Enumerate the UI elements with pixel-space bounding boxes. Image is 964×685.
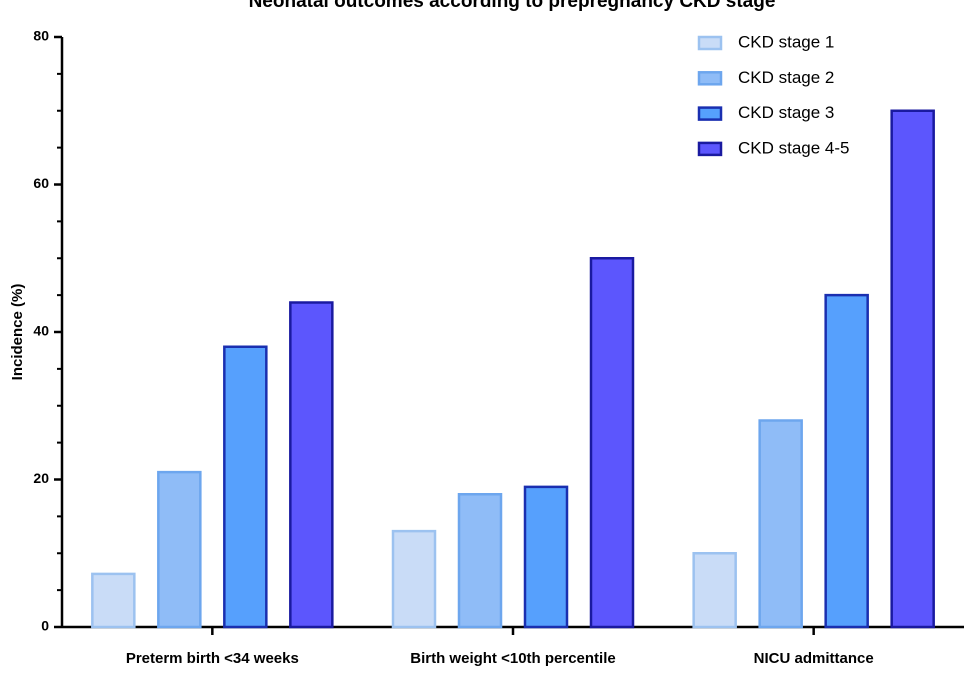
- legend-swatch: [697, 106, 723, 121]
- y-tick-label: 0: [41, 618, 49, 634]
- x-tick-label: Birth weight <10th percentile: [410, 650, 615, 667]
- bar: [589, 257, 635, 629]
- bar: [457, 493, 503, 629]
- legend-label: CKD stage 1: [738, 32, 834, 51]
- y-tick-label: 20: [33, 470, 49, 486]
- legend-swatch: [697, 141, 723, 157]
- bar: [890, 109, 935, 629]
- y-axis-label: Incidence (%): [9, 284, 26, 381]
- bar: [523, 485, 569, 629]
- legend-swatch: [697, 71, 723, 86]
- legend-label: CKD stage 4-5: [738, 138, 850, 157]
- legend-label: CKD stage 3: [738, 103, 834, 122]
- x-tick-label: NICU admittance: [754, 650, 874, 667]
- bar: [692, 552, 737, 629]
- legend-label: CKD stage 2: [738, 68, 834, 87]
- x-tick-label: Preterm birth <34 weeks: [126, 650, 299, 667]
- bar: [391, 529, 437, 629]
- y-tick-label: 80: [33, 28, 49, 44]
- bar: [91, 572, 136, 629]
- y-tick-label: 40: [33, 323, 49, 339]
- chart-title: Neonatal outcomes according to prepregna…: [249, 0, 776, 12]
- bar: [289, 301, 334, 629]
- bar: [157, 470, 202, 629]
- bar: [824, 293, 869, 629]
- bar: [223, 345, 268, 629]
- y-tick-label: 60: [33, 175, 49, 191]
- bar: [758, 419, 803, 629]
- legend-swatch: [697, 35, 723, 51]
